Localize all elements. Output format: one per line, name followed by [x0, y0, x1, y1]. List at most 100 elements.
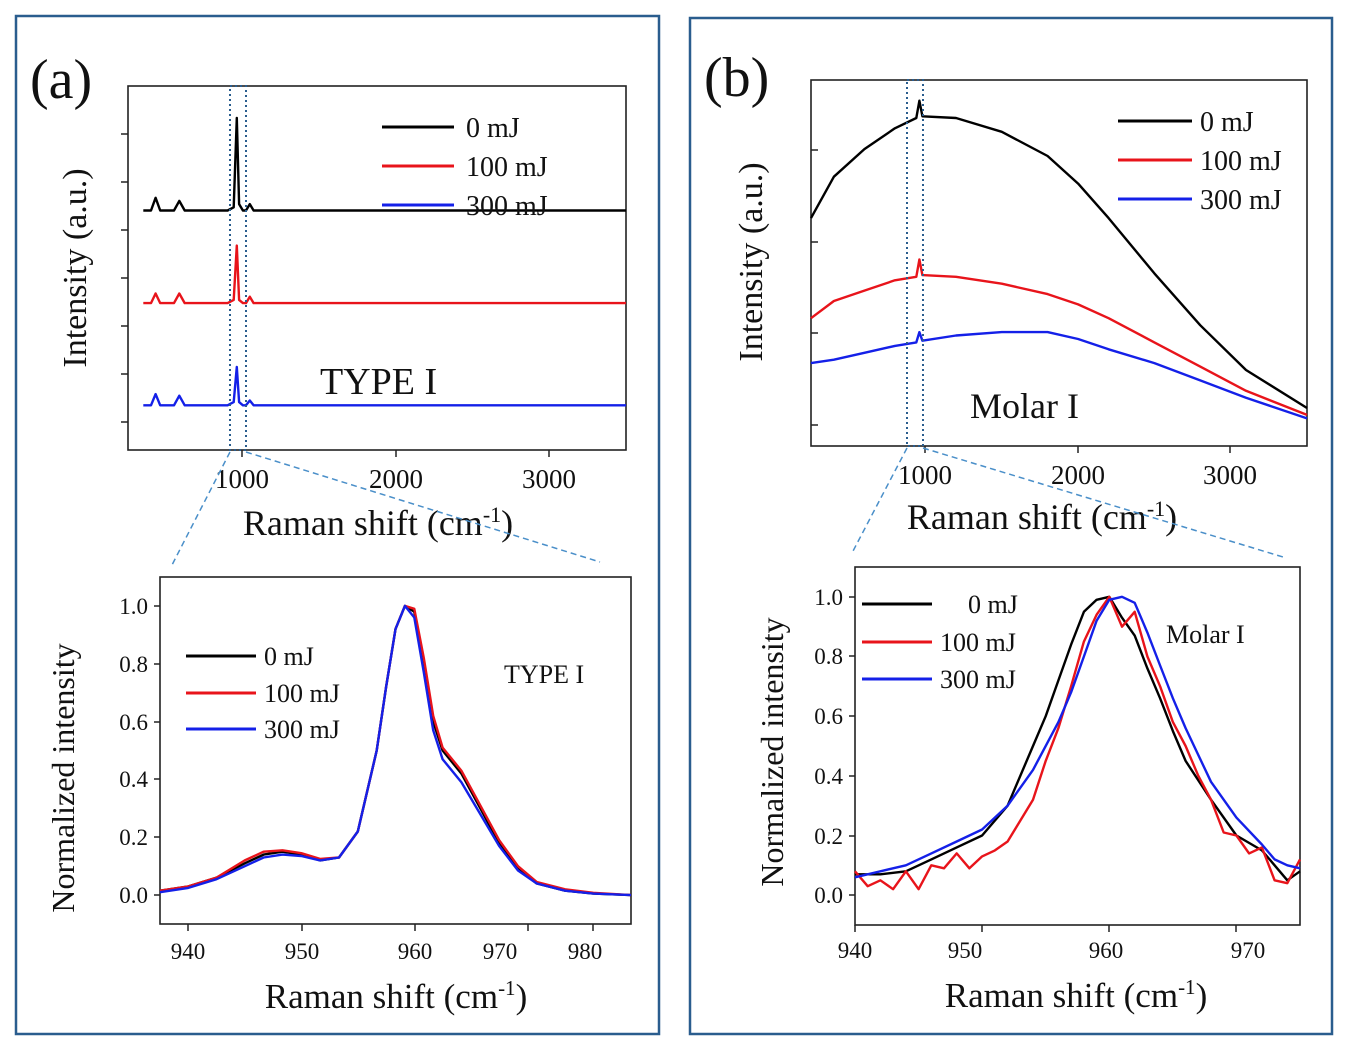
panel-a-inset-axes [159, 576, 632, 925]
b-inset-series-0-mj [855, 595, 1301, 882]
panel-a-zoom-line-right [245, 451, 601, 563]
panel-b-highlight-box [906, 79, 924, 447]
legend-label-300mj: 300 mJ [264, 715, 340, 744]
xlabel-close: ) [501, 503, 513, 543]
panel-a-inset-series [159, 604, 632, 897]
xtick-label: 970 [1231, 938, 1266, 963]
ytick-label: 1.0 [814, 585, 843, 610]
legend-label-0mj: 0 mJ [968, 590, 1018, 619]
xtick-label: 940 [838, 938, 873, 963]
xlabel-main: Raman shift (cm [945, 976, 1178, 1015]
xlabel-main: Raman shift (cm [243, 503, 483, 543]
xtick-label: 950 [948, 938, 983, 963]
ytick-label: 0.2 [119, 825, 148, 850]
panel-b-inset-series [854, 595, 1302, 891]
panel-b-top-series [809, 99, 1308, 420]
panel-a-top-yticks [121, 133, 128, 423]
panel-b-top-annotation: Molar I [970, 386, 1079, 426]
panel-b-frame [688, 16, 1334, 1036]
panel-b-inset-ylabel: Normalized intensity [754, 617, 790, 886]
xtick-label: 960 [1089, 938, 1124, 963]
panel-a-inset-xlabel: Raman shift (cm-1) [265, 976, 527, 1016]
panel-b-inset-axes [854, 566, 1301, 926]
a-top-series-100-mj [143, 244, 626, 305]
panel-b-top-legend: 0 mJ 100 mJ 300 mJ [1118, 107, 1282, 216]
xtick-label: 2000 [1051, 460, 1105, 490]
xlabel-sup: -1 [483, 502, 501, 527]
ytick-label: 0.8 [119, 652, 148, 677]
b-top-series-300-mj [810, 330, 1308, 420]
legend-label-300mj: 300 mJ [466, 191, 548, 222]
b-inset-series-100-mj [854, 595, 1302, 891]
panel-b-top-yticks [811, 149, 818, 426]
panel-a-inset-ylabel: Normalized intensity [45, 643, 81, 912]
panel-b-top-axes [810, 79, 1308, 447]
xtick-label: 1000 [215, 464, 269, 494]
legend-label-100mj: 100 mJ [1200, 146, 1282, 177]
xlabel-sup: -1 [498, 976, 516, 1000]
a-top-series-300-mj [143, 365, 626, 407]
panel-a-top-xlabel: Raman shift (cm-1) [243, 502, 513, 543]
a-top-series-0-mj [143, 116, 626, 212]
xlabel-sup: -1 [1147, 496, 1165, 521]
xlabel-sup: -1 [1178, 975, 1196, 999]
panel-a-inset-annotation: TYPE I [504, 660, 584, 689]
panel-a-top-xticks: 1000 2000 3000 [215, 450, 576, 494]
ytick-label: 0.6 [119, 710, 148, 735]
panel-b-inset-xlabel: Raman shift (cm-1) [945, 975, 1207, 1015]
panel-b-inset-yticks: 0.0 0.2 0.4 0.6 0.8 1.0 [814, 585, 855, 908]
panel-b-inset-chart: 0.0 0.2 0.4 0.6 0.8 1.0 940 950 960 970 … [754, 566, 1302, 1015]
panel-a-frame [14, 14, 661, 1036]
xtick-label: 2000 [369, 464, 423, 494]
panel-a-label: (a) [30, 49, 92, 111]
legend-label-0mj: 0 mJ [264, 642, 314, 671]
panel-a-top-ylabel: Intensity (a.u.) [57, 168, 94, 367]
xtick-label: 970 [483, 939, 518, 964]
ytick-label: 0.4 [119, 767, 148, 792]
legend-label-0mj: 0 mJ [1200, 107, 1254, 138]
ytick-label: 0.2 [814, 824, 843, 849]
legend-label-100mj: 100 mJ [264, 679, 340, 708]
b-inset-series-300-mj [854, 595, 1301, 879]
panel-b-top-ylabel: Intensity (a.u.) [733, 162, 770, 361]
panel-b-inset-annotation: Molar I [1166, 620, 1245, 649]
a-inset-series-300-mj [159, 604, 632, 897]
panel-b-top-xlabel: Raman shift (cm-1) [907, 496, 1177, 537]
xlabel-close: ) [1196, 976, 1208, 1015]
ytick-label: 0.8 [814, 644, 843, 669]
ytick-label: 1.0 [119, 594, 148, 619]
xtick-label: 1000 [898, 460, 952, 490]
panel-a-top-legend: 0 mJ 100 mJ 300 mJ [382, 113, 548, 222]
xtick-label: 950 [285, 939, 320, 964]
panel-a-top-axes [127, 85, 627, 451]
panel-a-zoom-line-left [171, 451, 231, 566]
legend-label-300mj: 300 mJ [940, 665, 1016, 694]
panel-a-inset-yticks: 0.0 0.2 0.4 0.6 0.8 1.0 [119, 594, 160, 908]
xlabel-close: ) [516, 977, 528, 1016]
panel-a-top-annotation: TYPE I [320, 361, 437, 403]
panel-b-top-xticks: 1000 2000 3000 [898, 446, 1257, 490]
panel-a-inset-xticks: 940 950 960 970 980 [171, 924, 603, 964]
ytick-label: 0.0 [119, 883, 148, 908]
legend-label-100mj: 100 mJ [466, 152, 548, 183]
ytick-label: 0.0 [814, 883, 843, 908]
panel-a-top-chart: 1000 2000 3000 TYPE I 0 mJ 100 mJ 300 mJ… [57, 85, 627, 543]
panel-b-zoom-line-right [922, 447, 1284, 558]
legend-label-300mj: 300 mJ [1200, 185, 1282, 216]
xtick-label: 3000 [522, 464, 576, 494]
b-top-series-100-mj [810, 258, 1308, 417]
panel-b-inset-legend: 0 mJ 100 mJ 300 mJ [862, 590, 1018, 694]
b-top-series-0-mj [809, 99, 1308, 410]
panel-a-inset-legend: 0 mJ 100 mJ 300 mJ [186, 642, 340, 744]
xlabel-main: Raman shift (cm [265, 977, 498, 1016]
panel-b-label: (b) [704, 47, 769, 109]
panel-a-top-series [143, 116, 626, 407]
ytick-label: 0.6 [814, 704, 843, 729]
xlabel-main: Raman shift (cm [907, 497, 1147, 537]
xtick-label: 980 [568, 939, 603, 964]
xtick-label: 940 [171, 939, 206, 964]
panel-b-inset-xticks: 940 950 960 970 [838, 925, 1266, 963]
panel-b-top-chart: 1000 2000 3000 Molar I 0 mJ 100 mJ 300 m… [733, 79, 1308, 537]
legend-label-0mj: 0 mJ [466, 113, 520, 144]
